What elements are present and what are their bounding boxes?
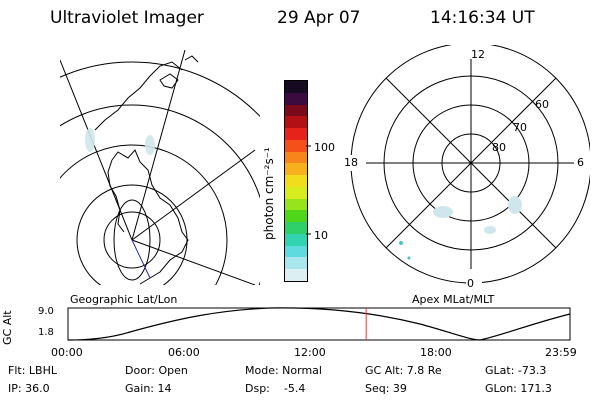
alt-axis-label: GC Alt (1, 310, 14, 345)
alt-ytick: 9.0 (38, 306, 54, 317)
mlt-label-12: 12 (471, 48, 485, 61)
instrument-title: Ultraviolet Imager (50, 8, 204, 28)
info-gcalt: GC Alt: 7.8 Re (365, 364, 442, 377)
aurora-blob (484, 226, 496, 234)
aurora-blob (433, 206, 453, 218)
colorbar-segment (285, 81, 307, 93)
colorbar-tick: 10 (314, 229, 328, 242)
info-door: Door: Open (125, 364, 188, 377)
alt-xtick: 00:00 (51, 346, 83, 359)
alt-xtick: 06:00 (168, 346, 200, 359)
polar-plot (342, 45, 590, 285)
coastline (159, 73, 179, 89)
colorbar-segment (285, 175, 307, 187)
colorbar-segment (285, 128, 307, 140)
colorbar-segment (285, 186, 307, 199)
colorbar-segment (285, 151, 307, 164)
info-ip: IP: 36.0 (8, 382, 50, 395)
colorbar-segment (285, 210, 307, 223)
geo-panel-label: Geographic Lat/Lon (70, 293, 178, 306)
colorbar (284, 80, 308, 282)
lat-circle (60, 144, 228, 285)
colorbar-segment (285, 139, 307, 152)
colorbar-segment (285, 222, 307, 234)
alt-xtick: 23:59 (545, 346, 577, 359)
alt-ytick: 1.8 (38, 327, 54, 338)
info-dsp: Dsp: -5.4 (245, 382, 306, 395)
colorbar-segment (285, 163, 307, 176)
info-flt: Flt: LBHL (8, 364, 57, 377)
polar-panel-label: Apex MLat/MLT (412, 293, 495, 306)
mlat-label-80: 80 (492, 141, 506, 154)
lat-circle (60, 104, 260, 285)
mlat-label-60: 60 (535, 98, 549, 111)
mlt-label-18: 18 (344, 156, 358, 169)
colorbar-segment (285, 116, 307, 129)
colorbar-segment (285, 198, 307, 211)
aurora-blob (85, 128, 95, 152)
info-seq: Seq: 39 (365, 382, 407, 395)
info-glon: GLon: 171.3 (485, 382, 552, 395)
coastline (184, 55, 199, 63)
satellite-track (131, 239, 151, 279)
lon-line (131, 149, 256, 241)
altitude-curve (67, 307, 571, 341)
meridian-ellipse (113, 199, 151, 281)
mlat-label-70: 70 (513, 121, 527, 134)
time-label: 14:16:34 UT (430, 8, 535, 28)
aurora-blob (145, 135, 155, 155)
colorbar-segment (285, 257, 307, 270)
colorbar-tick: 100 (314, 141, 335, 154)
lon-line (60, 59, 133, 241)
mlt-label-0: 0 (467, 277, 474, 290)
coastline (111, 149, 189, 285)
aurora-point (407, 256, 411, 260)
colorbar-axis (306, 145, 311, 235)
colorbar-segment (285, 104, 307, 117)
date-label: 29 Apr 07 (277, 8, 361, 28)
alt-xtick: 12:00 (294, 346, 326, 359)
colorbar-segment (285, 233, 307, 246)
aurora-blob (508, 196, 522, 214)
colorbar-unit-label: photon cm⁻²s⁻¹ (262, 147, 276, 240)
alt-xtick: 18:00 (420, 346, 452, 359)
lat-circle (60, 61, 260, 118)
lat-circle (103, 211, 161, 269)
info-gain: Gain: 14 (125, 382, 172, 395)
mlt-diagonal (385, 77, 557, 249)
coastline (94, 61, 183, 131)
lat-circle (76, 184, 188, 285)
coastline (107, 159, 125, 233)
info-mode: Mode: Normal (245, 364, 322, 377)
colorbar-segment (285, 245, 307, 258)
aurora-point (399, 241, 403, 245)
altitude-plot-frame (67, 307, 571, 341)
colorbar-segment (285, 269, 307, 282)
info-glat: GLat: -73.3 (485, 364, 547, 377)
colorbar-segment (285, 92, 307, 105)
altitude-plot (67, 307, 571, 341)
geographic-map (60, 49, 260, 285)
lon-line (131, 239, 256, 285)
mlt-label-6: 6 (577, 156, 584, 169)
